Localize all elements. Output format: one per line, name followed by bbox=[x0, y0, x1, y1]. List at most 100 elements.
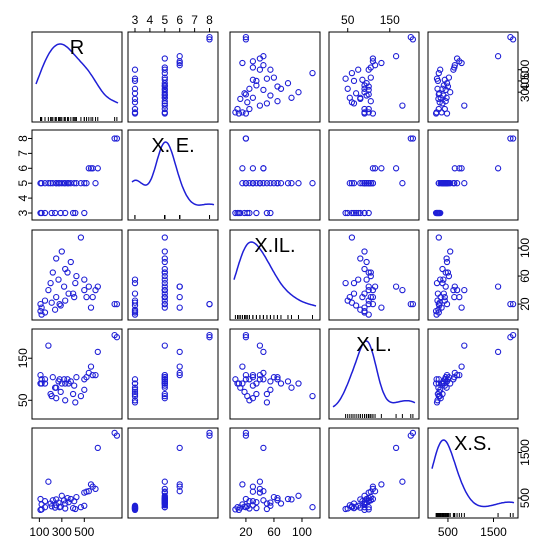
data-point bbox=[65, 380, 72, 387]
data-point bbox=[277, 85, 285, 92]
data-point bbox=[60, 376, 68, 383]
data-point bbox=[131, 90, 139, 97]
data-point bbox=[440, 82, 447, 89]
data-point bbox=[267, 66, 274, 73]
data-point bbox=[232, 209, 239, 217]
data-point bbox=[131, 297, 139, 304]
data-point bbox=[242, 376, 250, 383]
data-point bbox=[445, 272, 453, 280]
data-point bbox=[77, 180, 85, 187]
data-point bbox=[131, 384, 139, 391]
data-point bbox=[161, 76, 168, 83]
data-point bbox=[51, 306, 59, 313]
data-point bbox=[288, 384, 295, 391]
data-point bbox=[369, 483, 377, 490]
data-point bbox=[176, 371, 183, 379]
tick-label: 500 bbox=[438, 525, 458, 539]
data-point bbox=[92, 371, 99, 379]
data-point bbox=[161, 66, 168, 73]
data-point bbox=[249, 64, 257, 71]
data-point bbox=[242, 33, 250, 41]
data-point bbox=[176, 304, 183, 311]
panel-4-2 bbox=[229, 427, 321, 519]
data-point bbox=[161, 269, 168, 276]
data-point bbox=[83, 293, 90, 301]
data-point bbox=[161, 290, 168, 297]
data-point bbox=[87, 363, 95, 370]
panel-frame bbox=[328, 229, 420, 321]
data-point bbox=[37, 380, 44, 387]
data-point bbox=[57, 302, 64, 309]
data-point bbox=[249, 382, 257, 389]
data-point bbox=[461, 286, 468, 294]
data-point bbox=[456, 371, 463, 379]
data-point bbox=[284, 378, 292, 385]
data-point bbox=[176, 293, 183, 301]
data-point bbox=[407, 135, 414, 142]
data-point bbox=[461, 102, 468, 109]
data-point bbox=[41, 180, 49, 187]
data-point bbox=[288, 180, 295, 187]
data-point bbox=[433, 376, 440, 383]
tick-label: 5 bbox=[16, 180, 30, 187]
data-point bbox=[270, 74, 278, 81]
data-point bbox=[56, 376, 63, 383]
data-point bbox=[450, 286, 457, 294]
data-point bbox=[443, 300, 451, 308]
data-point bbox=[81, 276, 88, 283]
data-point bbox=[41, 297, 49, 304]
data-point bbox=[295, 89, 302, 96]
data-point bbox=[131, 279, 139, 287]
data-point bbox=[399, 180, 406, 187]
tick-label: 150 bbox=[16, 348, 30, 368]
data-point bbox=[62, 180, 69, 187]
data-point bbox=[161, 378, 168, 385]
data-point bbox=[260, 497, 267, 504]
data-point bbox=[369, 293, 377, 301]
data-point bbox=[361, 180, 368, 187]
data-point bbox=[361, 209, 368, 217]
data-point bbox=[355, 276, 362, 283]
data-point bbox=[249, 371, 257, 379]
data-point bbox=[263, 390, 271, 398]
data-point bbox=[38, 209, 45, 217]
data-point bbox=[350, 279, 358, 287]
panel-3-2 bbox=[229, 328, 321, 420]
data-point bbox=[67, 258, 74, 266]
data-point bbox=[249, 483, 257, 490]
data-point bbox=[365, 91, 372, 98]
data-point bbox=[433, 399, 441, 406]
data-point bbox=[161, 384, 168, 391]
data-point bbox=[246, 180, 253, 187]
data-point bbox=[161, 85, 168, 92]
panel-frame bbox=[229, 129, 321, 221]
data-point bbox=[369, 165, 377, 172]
data-point bbox=[363, 180, 370, 187]
data-point bbox=[355, 502, 362, 509]
panel-frame bbox=[31, 229, 123, 321]
data-point bbox=[348, 503, 356, 510]
panel-0-0: R bbox=[31, 31, 123, 123]
tick-label: 100 bbox=[29, 525, 49, 539]
data-point bbox=[85, 283, 92, 290]
data-point bbox=[81, 180, 88, 187]
data-point bbox=[161, 286, 168, 294]
data-point bbox=[111, 429, 118, 437]
data-point bbox=[361, 105, 368, 113]
data-point bbox=[433, 311, 440, 318]
data-point bbox=[37, 300, 44, 308]
data-point bbox=[161, 102, 168, 109]
data-point bbox=[244, 99, 251, 106]
data-point bbox=[342, 75, 349, 82]
data-point bbox=[206, 300, 213, 308]
tick-label: 5 bbox=[161, 13, 168, 27]
data-point bbox=[437, 66, 444, 73]
data-point bbox=[206, 331, 213, 339]
data-point bbox=[437, 180, 444, 187]
data-point bbox=[365, 180, 372, 187]
data-point bbox=[348, 299, 356, 306]
data-point bbox=[369, 495, 377, 503]
data-point bbox=[71, 382, 78, 389]
data-point bbox=[263, 505, 271, 513]
data-point bbox=[435, 69, 442, 77]
